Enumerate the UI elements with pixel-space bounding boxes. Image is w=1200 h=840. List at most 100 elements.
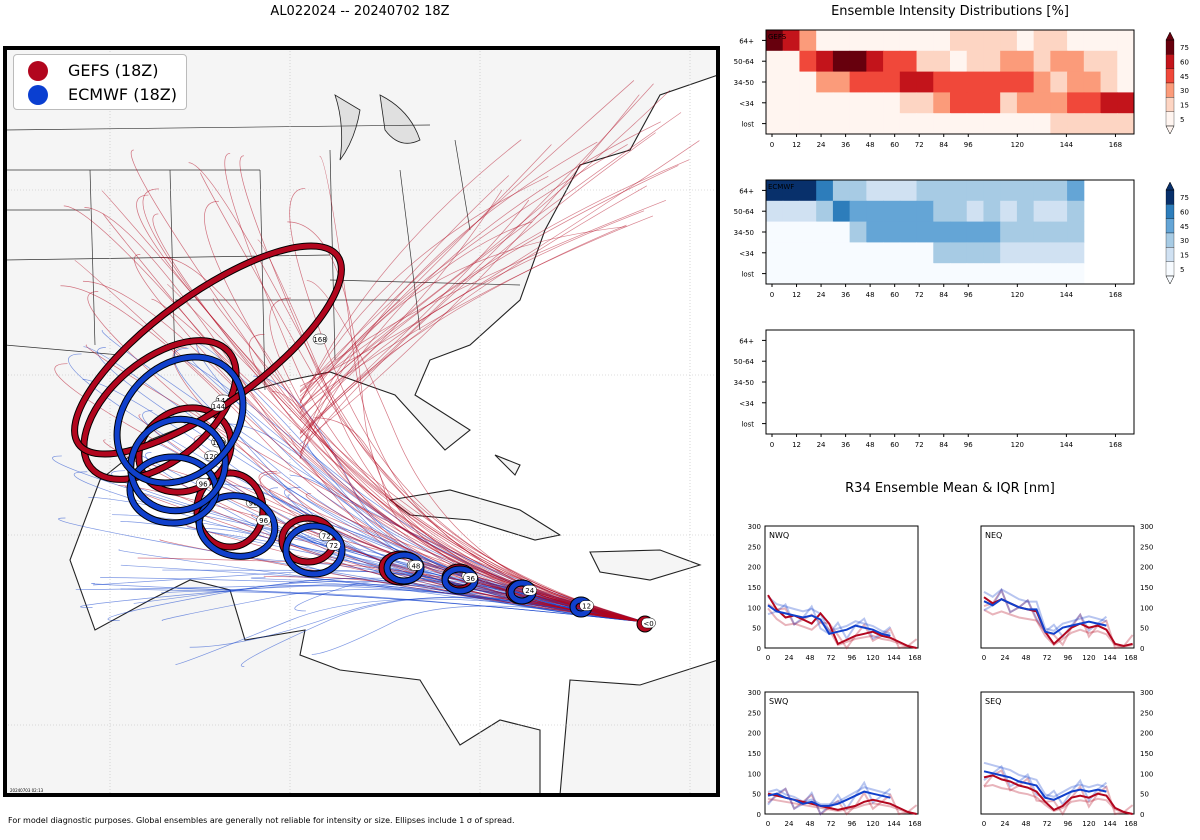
gefs-colorbar-tick: 75 bbox=[1180, 44, 1189, 52]
ecmwf-heatmap-row-label: <34 bbox=[739, 250, 754, 258]
ecmwf-heatmap-xtick-label: 0 bbox=[770, 291, 774, 299]
ecmwf-heatmap-cell bbox=[1000, 200, 1018, 223]
ecmwf-heatmap-cell bbox=[1016, 263, 1035, 285]
ecmwf-heatmap-cell bbox=[816, 180, 834, 202]
gefs-heatmap-cell bbox=[816, 30, 834, 52]
gefs-heatmap-cell bbox=[832, 71, 851, 93]
ecmwf-heatmap-cell bbox=[1033, 180, 1051, 202]
ecmwf-heatmap-cell bbox=[966, 242, 984, 264]
r34-xtick-label: 24 bbox=[1001, 820, 1010, 828]
gefs-heatmap-cell bbox=[766, 71, 784, 93]
gefs-heatmap-cell bbox=[799, 50, 817, 73]
gefs-heatmap-cell bbox=[1100, 30, 1118, 52]
r34-xtick-label: 144 bbox=[887, 820, 901, 828]
ecmwf-heatmap-cell bbox=[1016, 242, 1035, 264]
empty-heatmap-xtick-label: 72 bbox=[915, 441, 924, 449]
gefs-heatmap-xtick-label: 48 bbox=[866, 141, 875, 149]
gefs-ellipse bbox=[80, 337, 240, 483]
gefs-heatmap-cell bbox=[816, 71, 834, 93]
ecmwf-heatmap-cell bbox=[983, 200, 1001, 223]
ecmwf-heatmap-cell bbox=[966, 221, 984, 243]
ecmwf-hour-label: 12 bbox=[582, 603, 591, 611]
gefs-heatmap-xtick-label: 0 bbox=[770, 141, 774, 149]
ecmwf-heatmap-cell bbox=[1067, 242, 1085, 264]
r34-xtick-label: 144 bbox=[887, 654, 901, 662]
ecmwf-heatmap-cell bbox=[950, 263, 968, 285]
gefs-heatmap-cell bbox=[950, 30, 968, 52]
ecmwf-heatmap-cell bbox=[782, 263, 800, 285]
ecmwf-heatmap-xtick-label: 48 bbox=[866, 291, 875, 299]
ecmwf-mean-line bbox=[767, 790, 891, 807]
ecmwf-heatmap-cell bbox=[766, 263, 784, 285]
ecmwf-heatmap-cell bbox=[832, 221, 851, 243]
ecmwf-heatmap-cell bbox=[799, 263, 817, 285]
ecmwf-hour-badge bbox=[522, 584, 537, 596]
ecmwf-hour-badge bbox=[408, 560, 424, 571]
r34-xtick-label: 144 bbox=[1103, 654, 1117, 662]
map-frame bbox=[3, 46, 720, 797]
gefs-track bbox=[299, 144, 552, 397]
ecmwf-heatmap-cell bbox=[816, 242, 834, 264]
gefs-heatmap-cell bbox=[782, 92, 800, 114]
gefs-colorbar-tick: 15 bbox=[1180, 102, 1189, 110]
gefs-track bbox=[299, 141, 598, 454]
r34-panel-label: NWQ bbox=[769, 531, 789, 540]
gefs-heatmap-cell bbox=[1117, 113, 1135, 135]
gefs-colorbar-swatch bbox=[1165, 111, 1175, 127]
ecmwf-heatmap-xtick-label: 120 bbox=[1011, 291, 1024, 299]
gefs-heatmap-cell bbox=[832, 92, 851, 114]
gefs-track bbox=[263, 575, 646, 623]
gefs-heatmap-cell bbox=[899, 71, 918, 93]
ecmwf-heatmap-xtick-label: 144 bbox=[1060, 291, 1074, 299]
empty-heatmap-xtick-label: 120 bbox=[1011, 441, 1024, 449]
gefs-heatmap-cell bbox=[966, 30, 984, 52]
empty-heatmap-xtick-label: 24 bbox=[817, 441, 826, 449]
gefs-heatmap-cell bbox=[1000, 50, 1018, 73]
empty-heatmap-xtick-label: 84 bbox=[939, 441, 948, 449]
gefs-heatmap-row-label: 50-64 bbox=[734, 58, 755, 66]
r34-ytick-label: 250 bbox=[748, 709, 761, 717]
ecmwf-heatmap-cell bbox=[933, 242, 951, 264]
gefs-heatmap-xtick-label: 36 bbox=[841, 141, 850, 149]
gefs-hour-label: 168 bbox=[313, 336, 326, 344]
gefs-heatmap-cell bbox=[1117, 30, 1135, 52]
ecmwf-heatmap-cell bbox=[983, 263, 1001, 285]
gefs-heatmap-cell bbox=[983, 92, 1001, 114]
r34-xtick-label: 24 bbox=[785, 820, 794, 828]
ecmwf-heatmap-cell bbox=[766, 242, 784, 264]
map-stamp: 20240703 02:13 bbox=[10, 788, 44, 793]
r34-ytick-label: 250 bbox=[748, 543, 761, 551]
r34-xtick-label: 96 bbox=[1063, 820, 1072, 828]
ecmwf-heatmap-xtick-label: 72 bbox=[915, 291, 924, 299]
ecmwf-heatmap-cell bbox=[1033, 221, 1051, 243]
intensity-title: Ensemble Intensity Distributions [%] bbox=[831, 4, 1069, 19]
gefs-heatmap-cell bbox=[832, 113, 851, 135]
ecmwf-track bbox=[91, 583, 646, 623]
ecmwf-colorbar-tick: 30 bbox=[1180, 237, 1189, 245]
ecmwf-colorbar-swatch bbox=[1165, 232, 1175, 248]
r34-ytick-label: 50 bbox=[752, 791, 761, 799]
gefs-heatmap-xtick-label: 12 bbox=[792, 141, 801, 149]
gefs-heatmap-cell bbox=[1083, 30, 1102, 52]
gefs-heatmap-xtick-label: 168 bbox=[1109, 141, 1122, 149]
ecmwf-heatmap-cell bbox=[950, 180, 968, 202]
gefs-track bbox=[299, 94, 640, 445]
gefs-heatmap-row-label: <34 bbox=[739, 100, 754, 108]
gefs-heatmap-cell bbox=[883, 71, 901, 93]
gefs-colorbar-swatch bbox=[1165, 97, 1175, 112]
gefs-heatmap-cell bbox=[1117, 50, 1135, 73]
empty-heatmap-row-label: <34 bbox=[739, 400, 754, 408]
gefs-heatmap-cell bbox=[1000, 30, 1018, 52]
ecmwf-ellipse bbox=[282, 522, 346, 578]
gefs-heatmap-cell bbox=[1000, 71, 1018, 93]
ecmwf-hour-label: 96 bbox=[259, 517, 268, 525]
ecmwf-colorbar-tick: 60 bbox=[1180, 209, 1189, 217]
r34-xtick-label: 120 bbox=[1082, 820, 1095, 828]
gefs-heatmap-cell bbox=[832, 30, 851, 52]
gefs-heatmap-cell bbox=[849, 113, 867, 135]
ecmwf-heatmap-cell bbox=[933, 221, 951, 243]
r34-ytick-label: 0 bbox=[757, 645, 761, 653]
gefs-heatmap-cell bbox=[849, 71, 867, 93]
r34-xtick-label: 72 bbox=[826, 654, 835, 662]
gefs-heatmap-cell bbox=[1083, 50, 1102, 73]
